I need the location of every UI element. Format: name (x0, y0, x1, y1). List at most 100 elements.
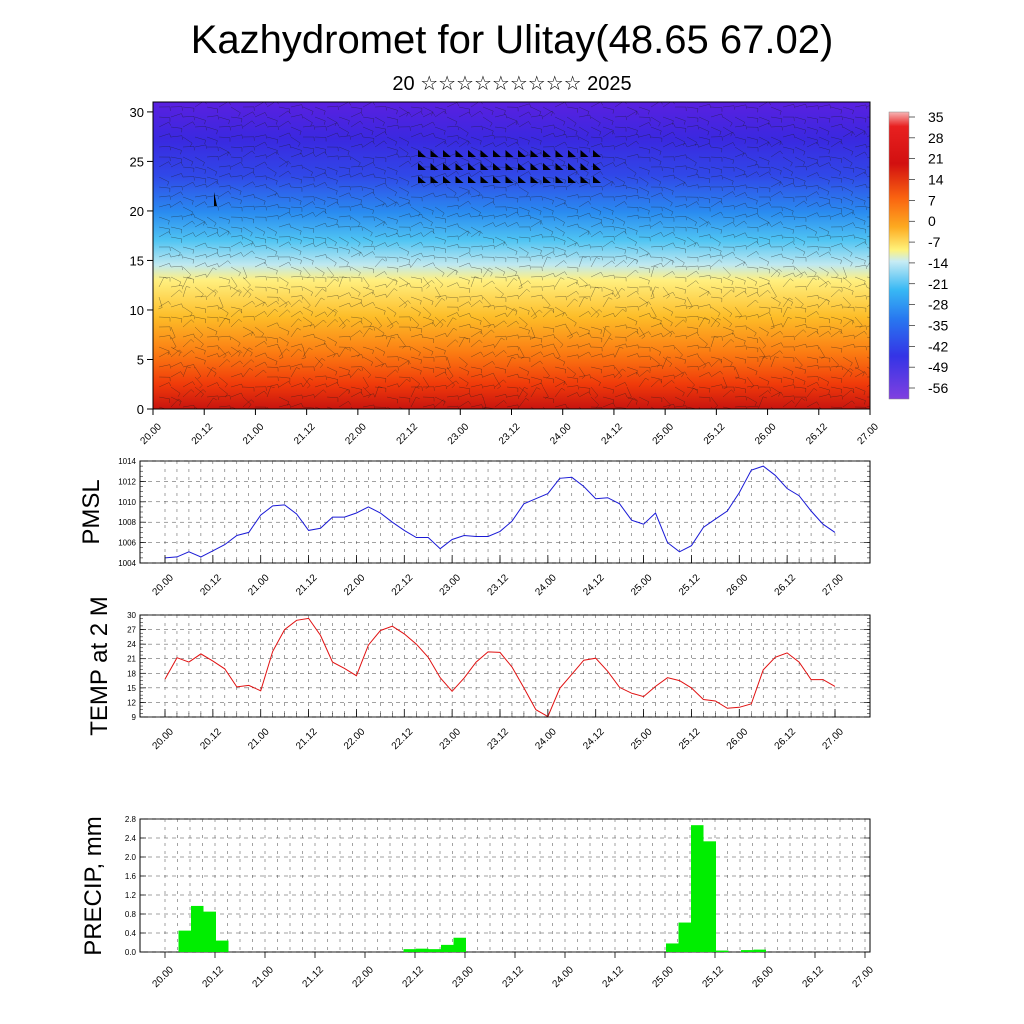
wind-barb-feather (682, 392, 685, 397)
wind-barb (410, 241, 421, 248)
x-tick-label: 20.12 (200, 964, 226, 990)
wind-barb (338, 173, 350, 178)
wind-barb (458, 366, 470, 372)
wind-barb-feather (505, 114, 508, 119)
wind-barb-feather (793, 395, 795, 400)
wind-barb-feather (489, 162, 493, 167)
wind-barb-feather (799, 364, 803, 369)
wind-barb-feather (563, 240, 566, 245)
wind-barb (662, 356, 672, 364)
colorbar-label: -14 (928, 255, 948, 271)
wind-barb (362, 346, 374, 351)
wind-barb-feather (803, 381, 806, 386)
wind-barb-feather (632, 397, 637, 401)
wind-barb (578, 231, 589, 238)
wind-barb (326, 266, 335, 276)
wind-barb-feather (803, 251, 806, 256)
wind-barb-feather (588, 231, 591, 235)
wind-barb-feather (733, 105, 735, 110)
wind-barb-feather (238, 352, 241, 357)
wind-barb (746, 251, 757, 258)
wind-barb (338, 236, 349, 243)
wind-barb-feather (672, 292, 676, 296)
wind-barb-feather (648, 331, 651, 336)
wind-barb-feather (336, 122, 340, 127)
wind-barb-feather (229, 185, 231, 190)
wind-barb-feather (492, 142, 496, 147)
wind-barb (734, 146, 745, 154)
wind-barb-feather (552, 160, 554, 165)
wind-barb (314, 146, 326, 150)
wind-barb (818, 186, 830, 192)
wind-barb (554, 116, 566, 122)
wind-barb-feather (378, 386, 383, 388)
wind-barb-feather (228, 279, 230, 284)
wind-barb-feather (718, 359, 723, 363)
wind-barb-feather (312, 212, 316, 216)
wind-barb (638, 313, 650, 318)
wind-barb (470, 384, 482, 388)
wind-barb-feather (396, 180, 398, 185)
wind-barb-feather (289, 404, 292, 409)
wind-barb (542, 366, 550, 376)
wind-barb (674, 143, 686, 148)
wind-barb (434, 161, 445, 168)
wind-barb-feather (744, 139, 746, 144)
wind-barb-feather (313, 334, 316, 338)
wind-barb (374, 196, 385, 204)
wind-barb (542, 396, 554, 400)
wind-barb (338, 102, 349, 108)
wind-barb-feather (169, 204, 172, 209)
wind-barb (194, 166, 206, 171)
wind-barb-feather (205, 144, 208, 149)
wind-barb-feather (569, 336, 573, 339)
wind-barb (482, 134, 494, 138)
wind-barb (866, 255, 870, 258)
wind-barb-feather (599, 211, 602, 216)
wind-barb-feather (441, 298, 446, 301)
wind-barb-feather (840, 319, 842, 324)
wind-barb (158, 231, 169, 238)
wind-barb (638, 377, 646, 388)
wind-barb (350, 354, 362, 358)
wind-barb-feather (714, 405, 718, 409)
wind-barb (602, 373, 614, 378)
colorbar-label: 0 (928, 213, 936, 229)
wind-barb-feather (193, 315, 196, 320)
wind-barb (206, 336, 218, 338)
wind-barb (758, 282, 770, 288)
wind-barb (338, 135, 350, 138)
wind-barb-feather (829, 326, 831, 331)
wind-barb (782, 124, 794, 128)
x-tick-label: 26.12 (800, 964, 826, 990)
wind-barb (530, 309, 540, 318)
wind-barb (734, 220, 745, 228)
wind-barb (674, 165, 686, 168)
wind-barb-feather (480, 102, 483, 105)
wind-barb (182, 381, 193, 388)
wind-barb (674, 304, 686, 308)
wind-barb-feather (301, 363, 304, 368)
wind-barb-feather (181, 173, 184, 178)
wind-barb-feather (685, 304, 688, 309)
wind-barb-feather (168, 121, 172, 126)
wind-barb-feather (349, 135, 351, 140)
wind-barb (194, 242, 206, 248)
x-tick-label: 22.12 (390, 726, 416, 752)
wind-barb-feather (600, 222, 604, 227)
wind-barb (794, 146, 806, 152)
wind-barb-feather (730, 122, 733, 127)
wind-barb-feather (421, 334, 424, 339)
wind-barb-feather (425, 386, 430, 389)
wind-barb-feather (420, 221, 424, 226)
wind-barb-feather (468, 280, 470, 285)
wind-barb-feather (288, 381, 291, 385)
wind-barb-feather (613, 145, 615, 150)
wind-barb (554, 246, 566, 251)
wind-barb (230, 360, 241, 368)
wind-barb (254, 352, 266, 358)
wind-barb-feather (361, 133, 364, 138)
wind-barb (542, 406, 546, 409)
wind-barb (770, 150, 781, 158)
wind-barb-feather (431, 301, 434, 306)
